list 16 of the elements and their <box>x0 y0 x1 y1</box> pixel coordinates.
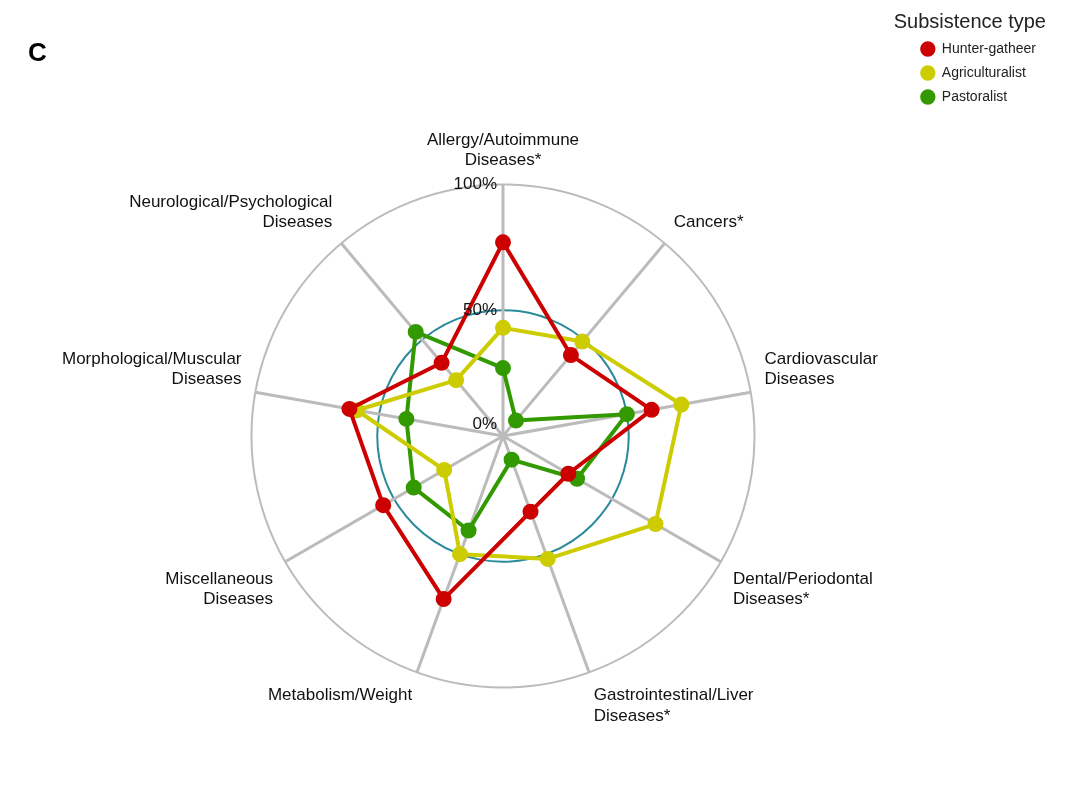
legend-label: Hunter-gatheer <box>941 39 1037 56</box>
y-tick-label: 0% <box>472 413 497 433</box>
legend-title: Subsistence type <box>893 9 1046 32</box>
spoke-label: Dental/Periodontal Diseases* <box>732 568 873 609</box>
spoke-label: Cancers* <box>673 212 744 232</box>
spoke-label: Morphological/Muscular Diseases <box>61 348 242 389</box>
spoke-label: Cardiovascular Diseases <box>764 348 879 389</box>
spoke-label: Miscellaneous Diseases <box>165 568 274 609</box>
chart-title: C <box>28 36 47 67</box>
legend-label: Agriculturalist <box>941 63 1026 80</box>
y-tick-label: 100% <box>453 174 497 194</box>
spoke-label: Gastrointestinal/Liver Diseases* <box>593 685 754 725</box>
legend-label: Pastoralist <box>941 87 1008 104</box>
spoke-label: Metabolism/Weight <box>267 685 413 705</box>
spoke-label: Neurological/Psychological Diseases <box>129 191 333 232</box>
spoke-label: Allergy/Autoimmune Diseases* <box>426 129 580 169</box>
